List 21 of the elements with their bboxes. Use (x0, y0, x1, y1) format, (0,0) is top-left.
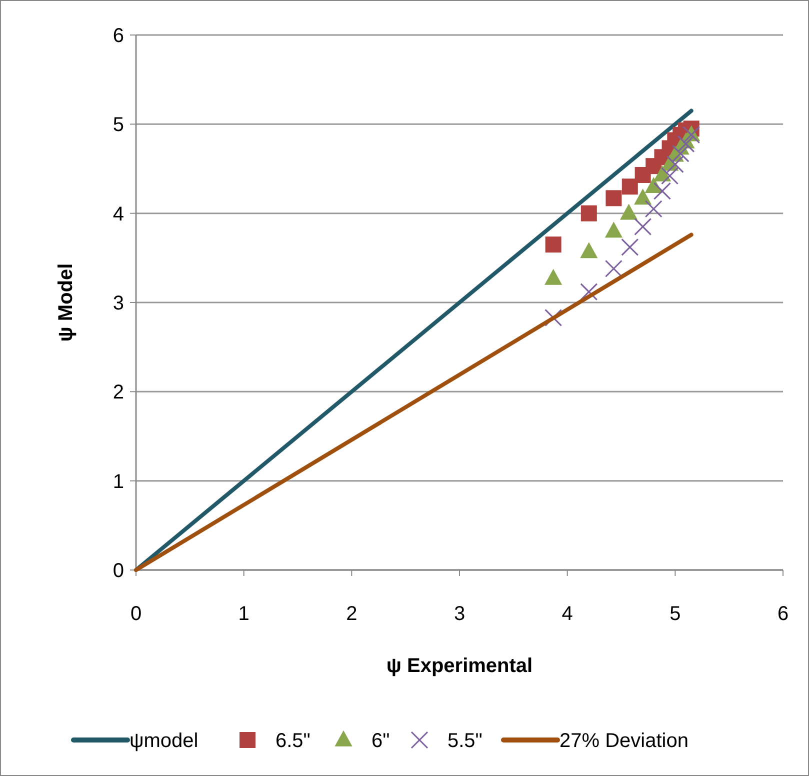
x-tick-label: 4 (562, 603, 573, 625)
y-tick-label: 1 (112, 470, 124, 493)
x-tick-label: 1 (238, 603, 250, 625)
x-tick-label: 6 (777, 603, 789, 625)
y-tick-label: 5 (112, 114, 124, 136)
x-tick-label: 3 (454, 603, 466, 625)
y-axis-title: ψ Model (55, 263, 77, 342)
x-tick-label: 5 (670, 603, 681, 625)
y-tick-label: 2 (112, 382, 124, 404)
x-tick-label: 2 (346, 603, 358, 625)
y-tick-label: 4 (112, 203, 124, 226)
legend-label: ψmodel (130, 730, 198, 752)
y-tick-label: 0 (112, 560, 124, 582)
x-axis-title: ψ Experimental (386, 655, 533, 677)
legend-label: 6.5" (276, 730, 310, 752)
y-tick-label: 3 (112, 292, 124, 314)
legend-label: 6" (372, 730, 390, 752)
legend-label: 27% Deviation (560, 730, 688, 752)
y-tick-label: 6 (112, 25, 124, 47)
x-tick-label: 0 (130, 603, 142, 625)
legend-label: 5.5" (448, 730, 482, 752)
